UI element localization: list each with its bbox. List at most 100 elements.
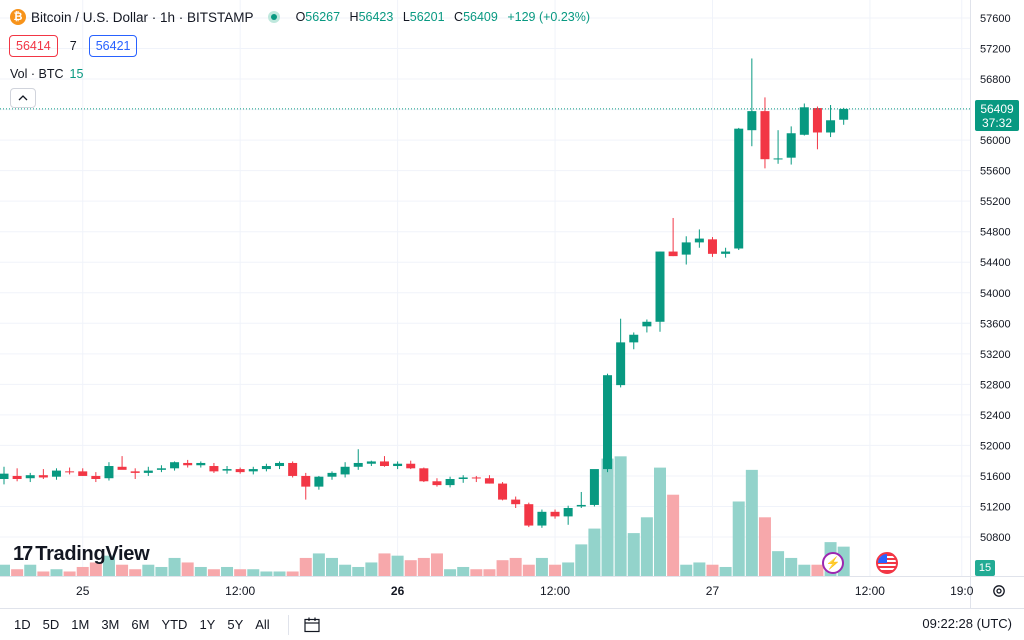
candle-body [196,462,206,466]
time-axis[interactable]: 25 12:00 26 12:00 27 12:00 19:0 [0,576,1024,599]
volume-bar [772,551,785,576]
high-value: 56423 [358,10,394,24]
volume-bar [299,557,312,576]
range-button-1d[interactable]: 1D [14,616,31,632]
range-button-3m[interactable]: 3M [101,616,120,632]
range-button-ytd[interactable]: YTD [161,616,188,632]
symbol-title[interactable]: Bitcoin / U.S. Dollar · 1h · BITSTAMP [31,9,254,25]
range-button-5d[interactable]: 5D [42,616,60,632]
candle-body [130,471,140,473]
candlestick-chart[interactable]: 50800 51200 51600 52000 52400 52800 53200 53600… [0,0,1024,608]
candle-body [288,462,298,476]
candle-body [668,251,678,257]
us-flag-icon[interactable] [876,552,898,574]
volume-bar [352,566,365,576]
candle-body [734,128,744,249]
gear-glyph [993,585,1005,597]
volume-bar [575,544,588,576]
volume-bar [758,517,771,576]
volume-bar [168,557,181,576]
volume-value: 15 [69,67,84,81]
volume-bar [391,555,404,576]
candle-body [143,470,153,473]
price-tick-label: 53600 [980,318,1011,330]
volume-bars [0,456,850,576]
volume-bar [785,557,798,576]
tradingview-logo[interactable]: 17 TradingView [13,543,150,566]
volume-bar [496,560,509,576]
candle-body [170,462,180,469]
volume-bar [483,569,496,576]
candle-body [471,477,481,479]
volume-bar [0,564,10,576]
utc-clock[interactable]: 09:22:28 (UTC) [922,616,1012,631]
ohlc-values: O56267 H56423 L56201 C56409 +129 (+0.23%… [296,10,590,24]
symbol-legend[interactable]: ₿ Bitcoin / U.S. Dollar · 1h · BITSTAMP … [10,9,590,25]
buy-button[interactable]: 56421 [88,35,138,57]
volume-bar [37,571,50,576]
price-tick-label: 57200 [980,44,1011,56]
candle-body [366,461,376,464]
volume-bar [470,569,483,576]
volume-bar [312,553,325,576]
range-button-6m[interactable]: 6M [131,616,150,632]
volume-bar [194,566,207,576]
time-tick-label: 26 [391,584,405,598]
candle-body [826,120,836,133]
last-price-tag: 56409 37:32 [975,100,1019,131]
candle-body [629,334,639,343]
candle-body [301,475,311,487]
candle-body [419,468,429,482]
collapse-legend-button[interactable] [10,88,36,108]
lightning-icon[interactable]: ⚡ [822,552,844,574]
volume-bar [326,557,338,576]
price-axis[interactable]: 50800 51200 51600 52000 52400 52800 53200 53600… [970,0,1011,608]
calendar-range-icon[interactable] [299,612,325,638]
time-tick-label: 25 [76,584,90,598]
volume-bar [89,562,102,576]
candle-body [616,342,626,386]
range-button-all[interactable]: All [255,616,270,632]
candle-body [393,463,403,467]
last-price-label: 56409 [980,102,1014,116]
grid-lines [0,0,970,576]
candle-body [721,251,731,254]
volume-bar [207,569,220,576]
volume-bar [155,566,168,576]
volume-bar [102,555,115,576]
volume-bar [640,517,653,576]
candle-body [209,466,219,472]
range-button-1m[interactable]: 1M [71,616,90,632]
volume-bar [417,557,430,576]
volume-bar [142,564,155,576]
volume-bar [76,566,89,576]
price-tick-label: 53200 [980,349,1011,361]
low-value: 56201 [409,10,445,24]
candle-body [0,473,9,479]
volume-legend[interactable]: Vol · BTC 15 [10,67,83,81]
volume-bar [745,469,758,576]
candle-body [707,239,717,254]
volume-bar [706,564,719,576]
open-value: 56267 [305,10,341,24]
volume-bar [444,569,457,576]
market-status-icon[interactable] [267,11,280,23]
gear-icon[interactable] [989,581,1009,601]
candle-body [576,504,586,507]
candle-body [484,478,494,484]
candle-body [563,507,573,517]
spread-value: 7 [69,39,77,53]
sell-button[interactable]: 56414 [9,35,58,57]
candle-body [812,108,822,133]
candle-body [314,476,324,487]
volume-bar [588,528,601,576]
volume-bar [798,564,811,576]
range-button-5y[interactable]: 5Y [227,616,244,632]
candle-body [117,466,127,470]
candle-body [511,499,521,505]
candle-body [747,111,757,131]
volume-bar [273,571,286,576]
range-button-1y[interactable]: 1Y [199,616,216,632]
candle-body [65,471,75,473]
